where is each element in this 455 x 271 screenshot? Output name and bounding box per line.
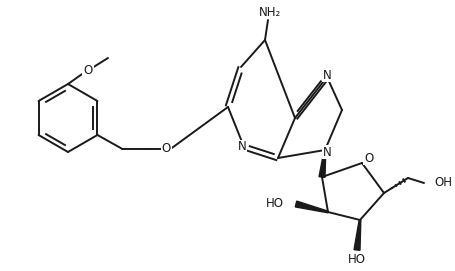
- Polygon shape: [295, 201, 328, 213]
- Text: O: O: [364, 151, 373, 164]
- Text: N: N: [322, 69, 331, 82]
- Text: OH: OH: [433, 176, 451, 189]
- Text: O: O: [83, 63, 92, 76]
- Polygon shape: [353, 220, 360, 250]
- Text: O: O: [162, 143, 171, 156]
- Text: NH₂: NH₂: [258, 5, 281, 18]
- Text: N: N: [237, 140, 246, 153]
- Polygon shape: [318, 150, 325, 177]
- Text: N: N: [322, 146, 331, 159]
- Text: HO: HO: [265, 198, 283, 211]
- Text: HO: HO: [347, 253, 365, 266]
